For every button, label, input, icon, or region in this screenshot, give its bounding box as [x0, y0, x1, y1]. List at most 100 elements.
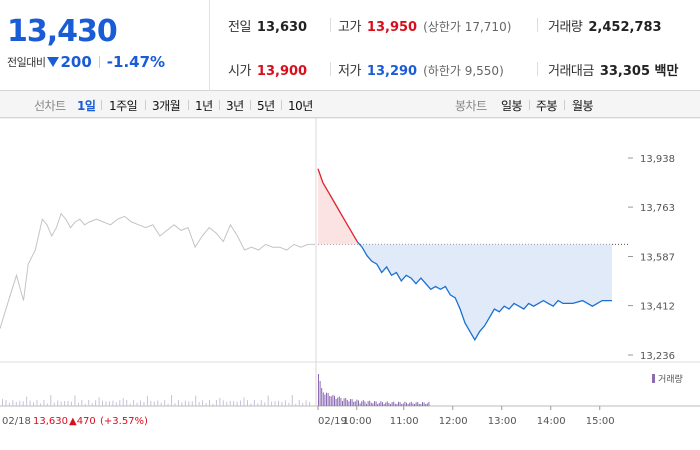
volume-bar	[338, 396, 340, 406]
volume-bar	[372, 403, 374, 406]
volume-bar	[177, 400, 179, 406]
volume-bar	[342, 400, 343, 406]
volume-bar	[353, 401, 355, 406]
below-close-area	[318, 168, 612, 340]
volume-bar	[420, 404, 422, 406]
volume-bar	[191, 401, 193, 406]
chart-tab-bar: 선차트 1일 1주일 3개월 1년 3년 5년 10년 봉차트 일봉 주봉 월봉	[0, 91, 700, 118]
stat-label: 시가	[228, 64, 251, 79]
volume-bar	[322, 392, 324, 406]
stat-low: 저가 13,290 (하한가 9,550)	[338, 60, 504, 79]
volume-bar	[295, 403, 297, 406]
volume-bar	[60, 401, 62, 406]
volume-bar	[219, 397, 221, 406]
volume-bar	[271, 401, 273, 406]
stat-label: 거래량	[548, 20, 583, 35]
intraday-chart[interactable]: 13,938 13,763 13,587 13,412 13,236 02/1910:0…	[0, 118, 700, 450]
volume-bar	[22, 401, 24, 406]
volume-bar	[422, 402, 423, 406]
volume-bar	[385, 402, 387, 406]
volume-bar	[351, 399, 353, 406]
y-tick-label: 13,587	[640, 253, 675, 264]
volume-bars	[2, 374, 430, 406]
volume-bar	[222, 400, 224, 406]
volume-bar	[212, 403, 214, 406]
down-arrow-icon	[47, 57, 60, 67]
volume-bar	[140, 400, 141, 406]
volume-bar	[171, 395, 173, 406]
divider	[281, 100, 282, 110]
volume-bar	[361, 401, 363, 406]
volume-bar	[184, 400, 186, 406]
stat-label: 저가	[338, 64, 361, 79]
x-tick-label: 15:00	[586, 416, 615, 427]
tab-10y[interactable]: 10년	[288, 99, 313, 113]
volume-bar	[288, 402, 290, 406]
volume-bar	[414, 404, 415, 406]
tab-1d[interactable]: 1일	[77, 99, 96, 113]
volume-bar	[394, 403, 396, 406]
prev-day-change: ▲470	[69, 416, 96, 427]
volume-bar	[402, 403, 404, 406]
volume-bar	[81, 400, 83, 406]
volume-bar	[332, 394, 334, 406]
divider	[145, 100, 146, 110]
volume-bar	[399, 402, 401, 406]
today-line-down	[356, 241, 612, 342]
volume-bar	[250, 403, 252, 406]
price-lines	[0, 168, 612, 342]
prev-day-date: 02/18	[2, 416, 31, 427]
volume-bar	[33, 402, 35, 406]
volume-bar	[374, 401, 375, 406]
tab-3y[interactable]: 3년	[226, 99, 244, 113]
volume-bar	[57, 400, 59, 406]
volume-bar	[284, 400, 286, 406]
change-label: 전일대비	[7, 56, 46, 69]
volume-bar	[366, 403, 367, 406]
volume-bar	[412, 403, 414, 406]
tab-daily-candle[interactable]: 일봉	[501, 99, 523, 113]
volume-bar	[160, 402, 162, 406]
volume-bar	[88, 400, 90, 406]
volume-bar	[346, 400, 348, 406]
quote-header: 13,430 전일대비 200 -1.47% 전일 13,630 고가 13,950…	[0, 0, 700, 91]
volume-bar	[264, 402, 266, 406]
divider	[188, 100, 189, 110]
tab-1y[interactable]: 1년	[195, 99, 213, 113]
x-tick-label: 14:00	[537, 416, 566, 427]
volume-bar	[226, 401, 228, 406]
divider	[98, 56, 100, 68]
volume-bar	[426, 403, 428, 406]
stat-label: 전일	[228, 20, 251, 35]
volume-bar	[335, 398, 337, 406]
divider	[537, 18, 538, 32]
tab-1w[interactable]: 1주일	[109, 99, 138, 113]
volume-bar	[369, 400, 371, 406]
volume-bar	[146, 395, 148, 406]
volume-bar	[153, 401, 155, 406]
volume-bar	[418, 404, 420, 406]
y-tick-label: 13,763	[640, 203, 675, 214]
tab-5y[interactable]: 5년	[257, 99, 275, 113]
volume-bar	[95, 400, 97, 406]
volume-bar	[345, 397, 347, 406]
tab-weekly-candle[interactable]: 주봉	[536, 99, 558, 113]
volume-bar	[91, 403, 93, 406]
y-tick-label: 13,236	[640, 351, 675, 362]
volume-bar	[112, 400, 114, 406]
volume-bar	[257, 403, 259, 406]
volume-bar	[164, 400, 166, 406]
volume-bar	[375, 401, 377, 406]
volume-bar	[409, 402, 411, 406]
volume-bar	[383, 404, 385, 406]
volume-bar	[105, 401, 107, 406]
divider	[219, 100, 220, 110]
volume-bar	[98, 397, 100, 406]
tab-monthly-candle[interactable]: 월봉	[572, 99, 594, 113]
change-row: 전일대비 200 -1.47%	[7, 53, 165, 71]
volume-bar	[209, 400, 210, 406]
volume-bar	[340, 398, 342, 406]
tab-3m[interactable]: 3개월	[152, 99, 181, 113]
volume-bar	[143, 401, 145, 406]
volume-bar	[321, 388, 323, 406]
